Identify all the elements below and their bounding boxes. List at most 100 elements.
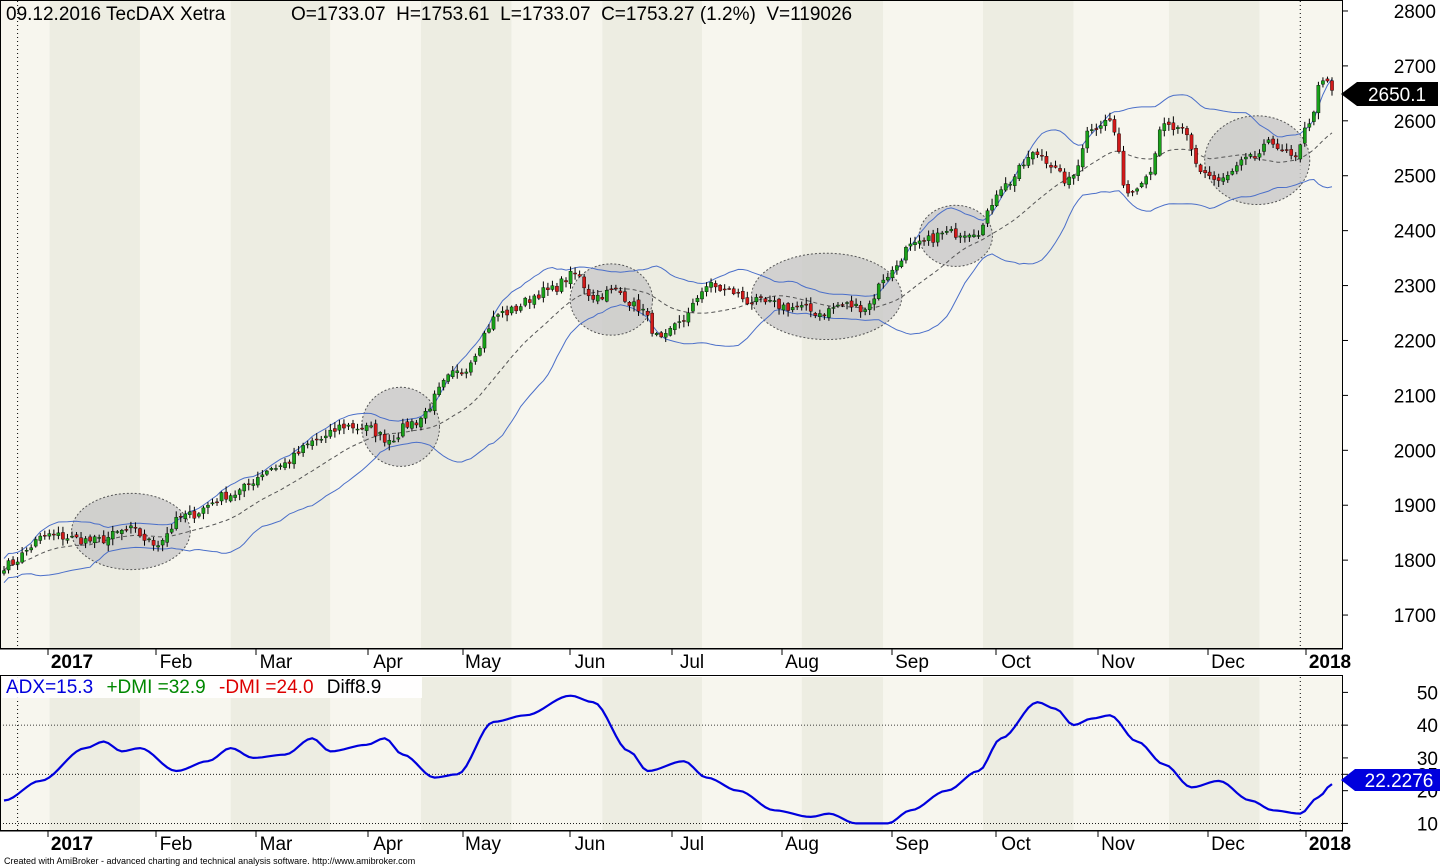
candle — [20, 547, 24, 564]
candle — [1284, 143, 1289, 153]
candle — [999, 186, 1003, 198]
candle — [33, 536, 38, 548]
candle — [251, 479, 256, 491]
candle — [1203, 166, 1207, 179]
price-month-label: Feb — [160, 652, 193, 673]
candle — [663, 329, 668, 343]
candle — [441, 378, 446, 391]
candle — [206, 502, 210, 515]
last-price-marker: 2650.1 — [1341, 82, 1438, 106]
candle — [1008, 181, 1012, 190]
price-month-label: May — [465, 652, 501, 673]
candle — [559, 276, 564, 294]
candle — [650, 309, 654, 337]
candle — [514, 304, 518, 315]
candle — [459, 368, 464, 376]
candle — [1298, 143, 1303, 163]
candle — [595, 290, 600, 305]
candle — [1135, 187, 1139, 195]
adx-month-label: 2017 — [51, 834, 93, 855]
candle — [944, 226, 949, 235]
candle — [373, 419, 378, 443]
price-y-tick-label: 2600 — [1394, 112, 1436, 133]
bollinger-lower-band — [3, 178, 1333, 584]
candle — [1148, 167, 1153, 181]
candle — [1189, 132, 1194, 156]
candle — [1239, 156, 1244, 171]
adx-month-label: 2018 — [1309, 834, 1351, 855]
candle — [79, 532, 83, 546]
price-y-tick-label: 2300 — [1394, 277, 1436, 298]
candle — [1185, 125, 1189, 141]
candle — [210, 498, 215, 506]
adx-y-tick-label: 10 — [1417, 814, 1438, 835]
candle — [1180, 123, 1185, 134]
price-month-label: 2018 — [1309, 652, 1351, 673]
candle — [296, 445, 301, 456]
candle — [346, 422, 351, 431]
candle — [129, 521, 133, 534]
candle — [110, 525, 115, 546]
candle — [419, 416, 423, 431]
candle — [537, 290, 541, 301]
candle — [976, 230, 981, 239]
candle — [387, 434, 392, 451]
price-month-label: Jun — [575, 652, 606, 673]
candle — [274, 464, 278, 472]
candle — [88, 534, 92, 544]
candle — [1076, 159, 1080, 182]
candle — [160, 538, 165, 552]
price-y-axis: 1700 1800 1900 2000 2100 2200 2300 2400 2500 2600… — [1342, 2, 1436, 627]
candle — [586, 284, 591, 301]
candle — [124, 525, 129, 533]
adx-month-label: Nov — [1101, 834, 1135, 855]
highlight-region-1 — [361, 386, 441, 467]
price-y-tick-label: 2100 — [1394, 386, 1436, 407]
price-y-tick-label: 2400 — [1394, 222, 1436, 243]
candle — [1049, 162, 1053, 174]
candle — [183, 510, 188, 523]
candle — [188, 505, 192, 519]
candle — [83, 536, 88, 549]
candle — [605, 286, 609, 303]
candle — [1144, 174, 1148, 189]
candle — [600, 293, 605, 301]
candle — [1121, 145, 1126, 189]
candle — [256, 471, 260, 488]
candle — [133, 522, 138, 533]
last-price-label: 2650.1 — [1368, 85, 1426, 106]
candle — [899, 258, 904, 269]
candle — [759, 294, 763, 303]
candle — [65, 533, 70, 544]
candle — [577, 270, 582, 278]
candle — [265, 469, 269, 477]
candle — [156, 540, 160, 552]
candle — [246, 478, 251, 491]
price-y-tick-label: 1800 — [1394, 551, 1436, 572]
candle — [292, 447, 296, 469]
adx-month-label: Jul — [680, 834, 704, 855]
candle — [949, 226, 954, 233]
candle — [165, 526, 169, 547]
candle — [11, 556, 15, 566]
candle — [142, 529, 147, 546]
candle — [736, 288, 741, 298]
candle — [795, 301, 799, 310]
candle — [845, 301, 849, 310]
candle — [804, 297, 809, 311]
price-month-label: Jul — [680, 652, 704, 673]
candle — [1067, 171, 1071, 189]
price-month-label: Dec — [1211, 652, 1245, 673]
price-y-tick-label: 2800 — [1394, 2, 1436, 23]
candle — [881, 274, 886, 289]
candle — [437, 382, 441, 397]
candle — [1221, 173, 1226, 186]
candle — [1071, 174, 1076, 185]
candle — [1053, 160, 1058, 169]
candle — [1003, 177, 1008, 192]
candle — [1257, 149, 1262, 161]
candle — [29, 544, 33, 553]
candle — [958, 232, 963, 243]
candle — [763, 297, 768, 305]
